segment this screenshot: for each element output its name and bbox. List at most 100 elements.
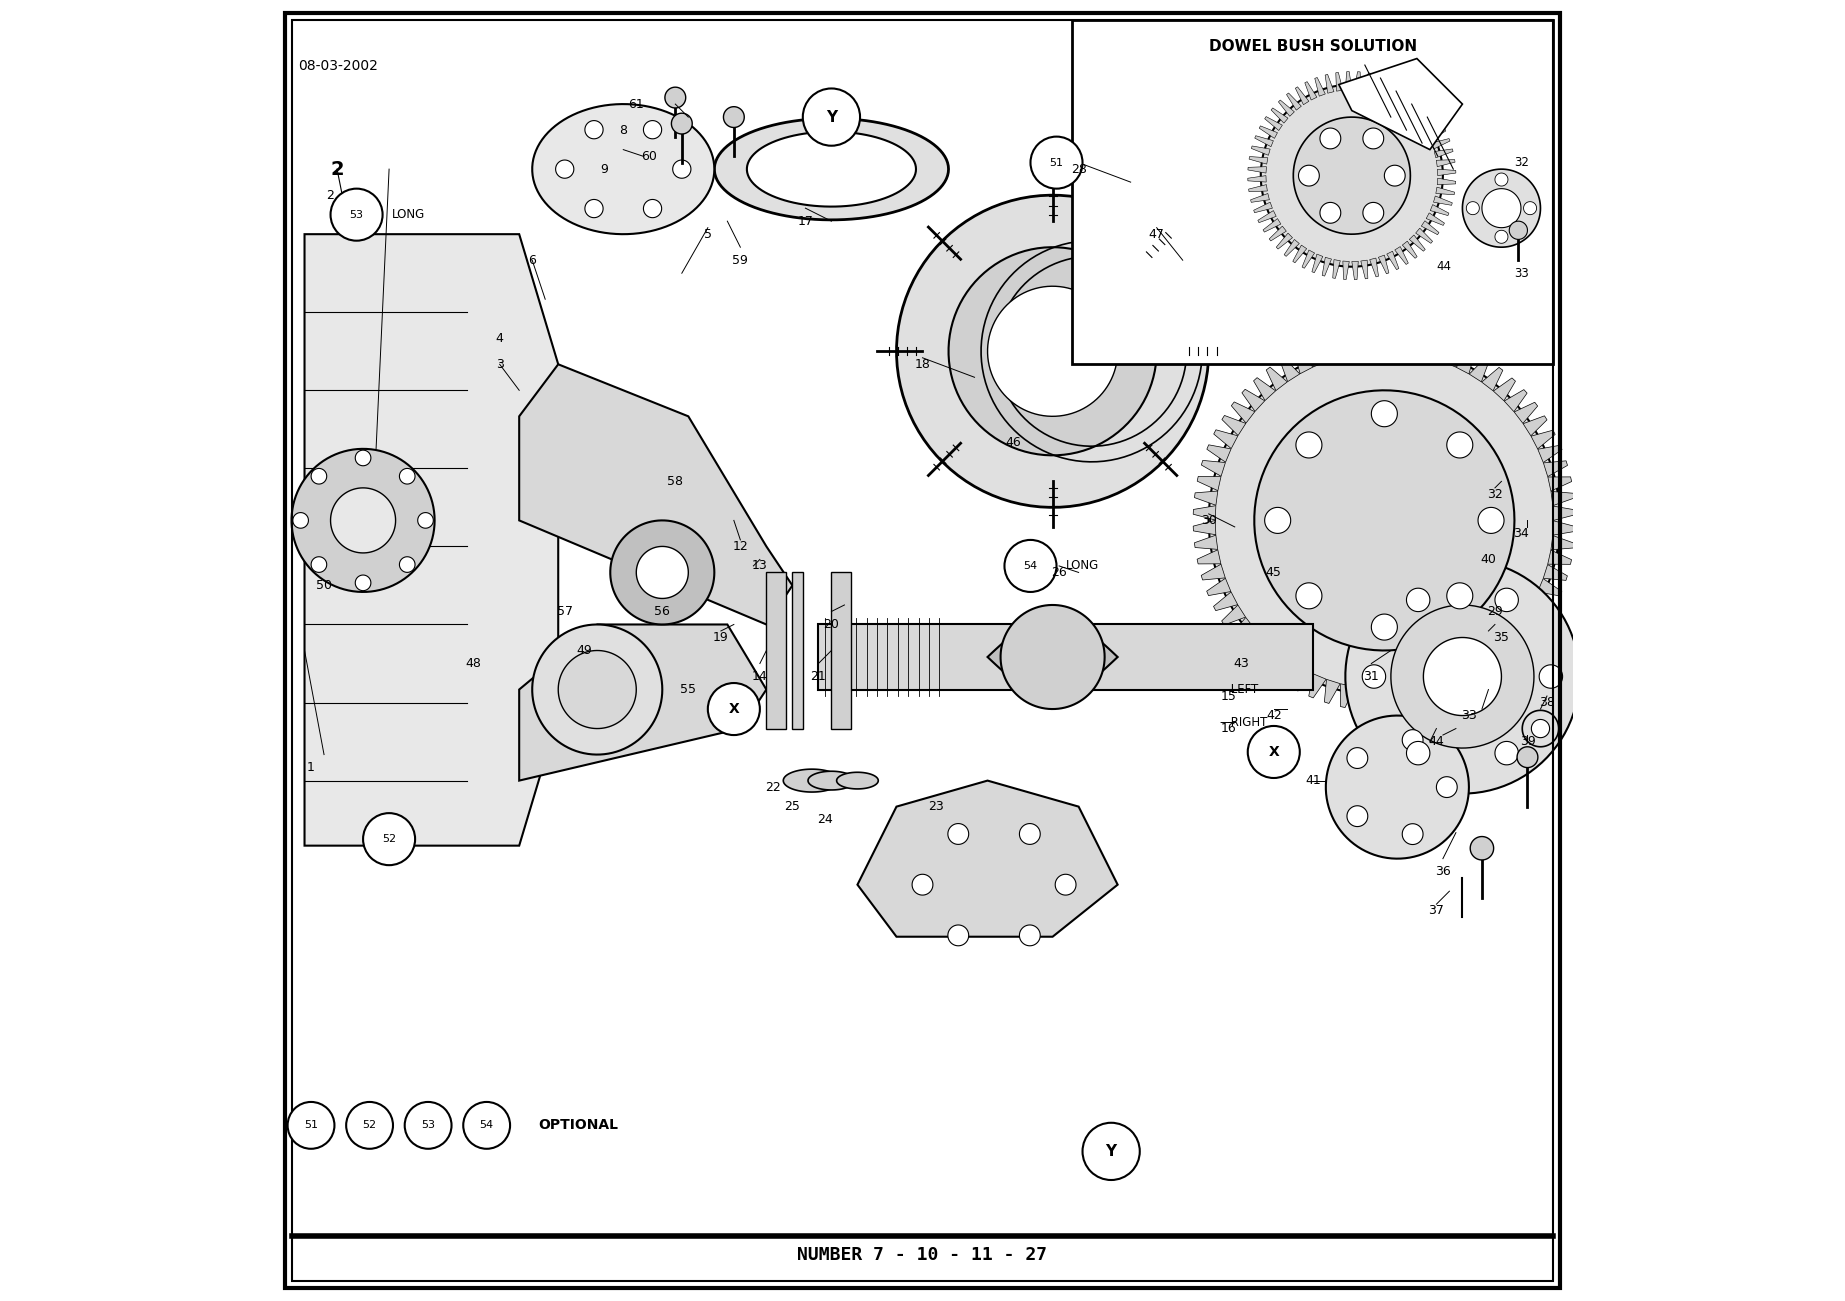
Polygon shape (1494, 742, 1518, 765)
Polygon shape (1504, 389, 1528, 411)
Polygon shape (1336, 73, 1343, 91)
Polygon shape (1428, 337, 1445, 362)
Polygon shape (1295, 432, 1321, 458)
Polygon shape (1194, 535, 1218, 549)
Text: 44: 44 (1437, 260, 1452, 273)
Polygon shape (1242, 389, 1266, 411)
Polygon shape (1553, 520, 1576, 535)
Text: 22: 22 (766, 781, 780, 794)
Polygon shape (1389, 83, 1402, 101)
Polygon shape (1373, 75, 1382, 94)
Polygon shape (292, 449, 435, 592)
Polygon shape (832, 572, 851, 729)
Polygon shape (819, 624, 1314, 690)
Text: 57: 57 (557, 605, 572, 618)
Text: DOWEL BUSH SOLUTION: DOWEL BUSH SOLUTION (1208, 39, 1417, 55)
Polygon shape (1400, 330, 1413, 354)
Text: —LEFT: —LEFT (1220, 683, 1258, 696)
Text: 58: 58 (668, 475, 683, 488)
Polygon shape (1255, 390, 1515, 650)
Polygon shape (1493, 640, 1515, 664)
Text: 31: 31 (1363, 670, 1380, 683)
Circle shape (1004, 540, 1057, 592)
Circle shape (463, 1102, 509, 1149)
Polygon shape (1362, 665, 1386, 688)
Polygon shape (1428, 679, 1445, 704)
Polygon shape (1327, 716, 1469, 859)
Circle shape (803, 88, 860, 146)
Polygon shape (1279, 100, 1295, 116)
Polygon shape (1399, 687, 1413, 710)
Polygon shape (1201, 461, 1225, 476)
Polygon shape (1404, 95, 1419, 112)
Polygon shape (1437, 777, 1458, 798)
Text: 9: 9 (600, 163, 607, 176)
Polygon shape (644, 199, 662, 217)
Polygon shape (1293, 667, 1312, 691)
Polygon shape (1413, 684, 1428, 708)
Polygon shape (330, 488, 395, 553)
Polygon shape (1249, 156, 1268, 164)
Polygon shape (1251, 146, 1269, 155)
Text: 17: 17 (797, 215, 814, 228)
Polygon shape (1266, 650, 1288, 674)
Polygon shape (747, 131, 915, 207)
Polygon shape (1371, 614, 1397, 640)
Circle shape (363, 813, 415, 865)
Polygon shape (1207, 445, 1231, 462)
Polygon shape (1304, 82, 1317, 100)
Polygon shape (1402, 241, 1417, 259)
Polygon shape (1264, 219, 1280, 232)
Text: 42: 42 (1266, 709, 1282, 722)
Text: 2: 2 (327, 189, 334, 202)
Polygon shape (1430, 204, 1448, 216)
Polygon shape (312, 557, 327, 572)
Text: 23: 23 (928, 800, 943, 813)
Polygon shape (1426, 213, 1445, 225)
Text: 30: 30 (1201, 514, 1216, 527)
Text: 46: 46 (1006, 436, 1022, 449)
Polygon shape (1345, 559, 1579, 794)
Polygon shape (417, 513, 434, 528)
Polygon shape (1310, 342, 1327, 367)
Polygon shape (1434, 148, 1454, 157)
Polygon shape (1456, 350, 1474, 373)
Polygon shape (1295, 583, 1321, 609)
Polygon shape (1553, 506, 1576, 520)
Polygon shape (1214, 592, 1238, 610)
Polygon shape (1293, 350, 1314, 373)
Polygon shape (1197, 476, 1221, 490)
Circle shape (330, 189, 382, 241)
Polygon shape (723, 107, 744, 127)
Polygon shape (1323, 258, 1332, 276)
Polygon shape (1347, 805, 1367, 826)
Polygon shape (808, 771, 854, 790)
Polygon shape (399, 557, 415, 572)
Polygon shape (987, 618, 1118, 696)
Polygon shape (1343, 262, 1349, 280)
Text: 49: 49 (576, 644, 592, 657)
Text: 21: 21 (810, 670, 827, 683)
Polygon shape (1000, 605, 1105, 709)
Circle shape (347, 1102, 393, 1149)
Polygon shape (1413, 333, 1428, 356)
Polygon shape (1397, 88, 1411, 107)
Polygon shape (1446, 583, 1472, 609)
Polygon shape (1341, 333, 1354, 356)
Polygon shape (1258, 126, 1277, 138)
Polygon shape (1055, 874, 1076, 895)
Polygon shape (1325, 337, 1341, 362)
Polygon shape (1542, 565, 1568, 580)
Polygon shape (1339, 59, 1463, 150)
Text: 52: 52 (362, 1120, 376, 1131)
Polygon shape (1347, 748, 1367, 769)
Text: 14: 14 (753, 670, 768, 683)
Polygon shape (1315, 78, 1325, 96)
Polygon shape (1443, 343, 1459, 367)
Polygon shape (1354, 687, 1369, 710)
Text: 20: 20 (823, 618, 839, 631)
Text: 1: 1 (306, 761, 315, 774)
Text: 2: 2 (330, 160, 343, 178)
Text: 35: 35 (1493, 631, 1509, 644)
Text: 3: 3 (496, 358, 504, 371)
